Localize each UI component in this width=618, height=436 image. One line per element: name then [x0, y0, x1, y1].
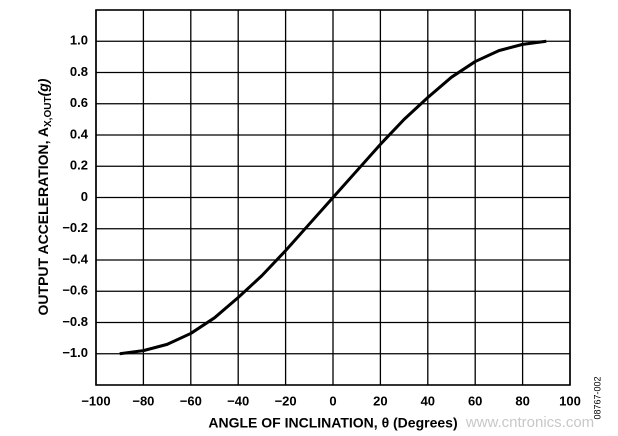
y-tick-label: −1.0 [62, 345, 88, 360]
x-tick-label: 60 [468, 393, 482, 408]
y-tick-label: 0.4 [70, 126, 89, 141]
figure-code: 08767-002 [592, 376, 602, 419]
y-tick-label: 0.6 [70, 95, 88, 110]
y-axis-label: OUTPUT ACCELERATION, AX,OUT(g) [35, 78, 54, 315]
x-tick-label: −100 [81, 393, 110, 408]
y-label-main: OUTPUT ACCELERATION, A [35, 127, 51, 315]
y-tick-label: 0 [81, 189, 88, 204]
y-tick-label: −0.6 [62, 283, 88, 298]
y-tick-label: 0.2 [70, 158, 88, 173]
x-tick-label: 100 [559, 393, 581, 408]
x-tick-label: −60 [180, 393, 202, 408]
y-tick-label: −0.8 [62, 314, 88, 329]
y-tick-label: −0.4 [62, 251, 88, 266]
data-line [119, 39, 547, 356]
watermark: www.cntronics.com [465, 414, 594, 431]
y-tick-label: 0.8 [70, 64, 88, 79]
x-tick-label: −80 [132, 393, 154, 408]
x-axis-label: ANGLE OF INCLINATION, θ (Degrees) [208, 415, 457, 431]
x-tick-label: −20 [275, 393, 297, 408]
y-tick-label: −0.2 [62, 220, 88, 235]
x-tick-label: 0 [329, 393, 336, 408]
x-tick-label: 40 [421, 393, 435, 408]
y-label-sub: X,OUT [43, 96, 54, 127]
y-tick-label: 1.0 [70, 33, 88, 48]
x-tick-label: −40 [227, 393, 249, 408]
x-tick-label: 80 [515, 393, 529, 408]
y-label-unit: (g) [35, 78, 51, 96]
x-tick-label: 20 [373, 393, 387, 408]
